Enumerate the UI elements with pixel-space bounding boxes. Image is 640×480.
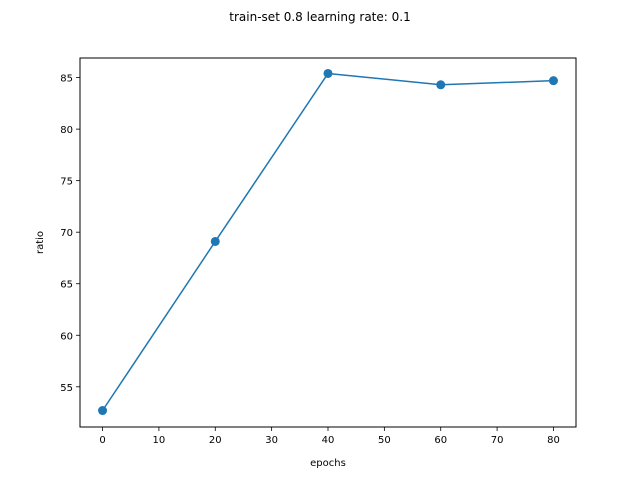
x-tick-label: 20: [209, 435, 222, 446]
series-points: [98, 68, 558, 416]
y-tick-label: 85: [60, 74, 73, 85]
y-tick-label: 80: [60, 125, 73, 136]
y-tick-label: 55: [60, 383, 73, 394]
x-tick-label: 30: [265, 435, 278, 446]
y-axis-ticks: 55 60 65 70 75 80 85: [60, 74, 80, 394]
x-tick-label: 70: [491, 435, 504, 446]
x-tick-label: 10: [153, 435, 166, 446]
data-point: [210, 236, 220, 246]
data-point: [323, 68, 333, 78]
y-tick-label: 65: [60, 280, 73, 291]
data-point: [436, 80, 446, 90]
data-point: [98, 406, 108, 416]
series-line: [101, 72, 555, 412]
chart-title: train-set 0.8 learning rate: 0.1: [229, 10, 410, 24]
x-tick-label: 60: [434, 435, 447, 446]
y-axis-title: ratio: [35, 231, 46, 254]
x-tick-label: 80: [547, 435, 560, 446]
y-tick-label: 75: [60, 177, 73, 188]
data-point: [548, 76, 558, 86]
x-tick-label: 40: [322, 435, 335, 446]
x-tick-label: 50: [378, 435, 391, 446]
y-tick-label: 60: [60, 331, 73, 342]
x-tick-label: 0: [99, 435, 105, 446]
plot-frame: [79, 57, 577, 428]
x-axis-title: epochs: [310, 458, 346, 469]
y-tick-label: 70: [60, 228, 73, 239]
x-axis-ticks: 0 10 20 30 40 50 60 70 80: [99, 427, 560, 446]
